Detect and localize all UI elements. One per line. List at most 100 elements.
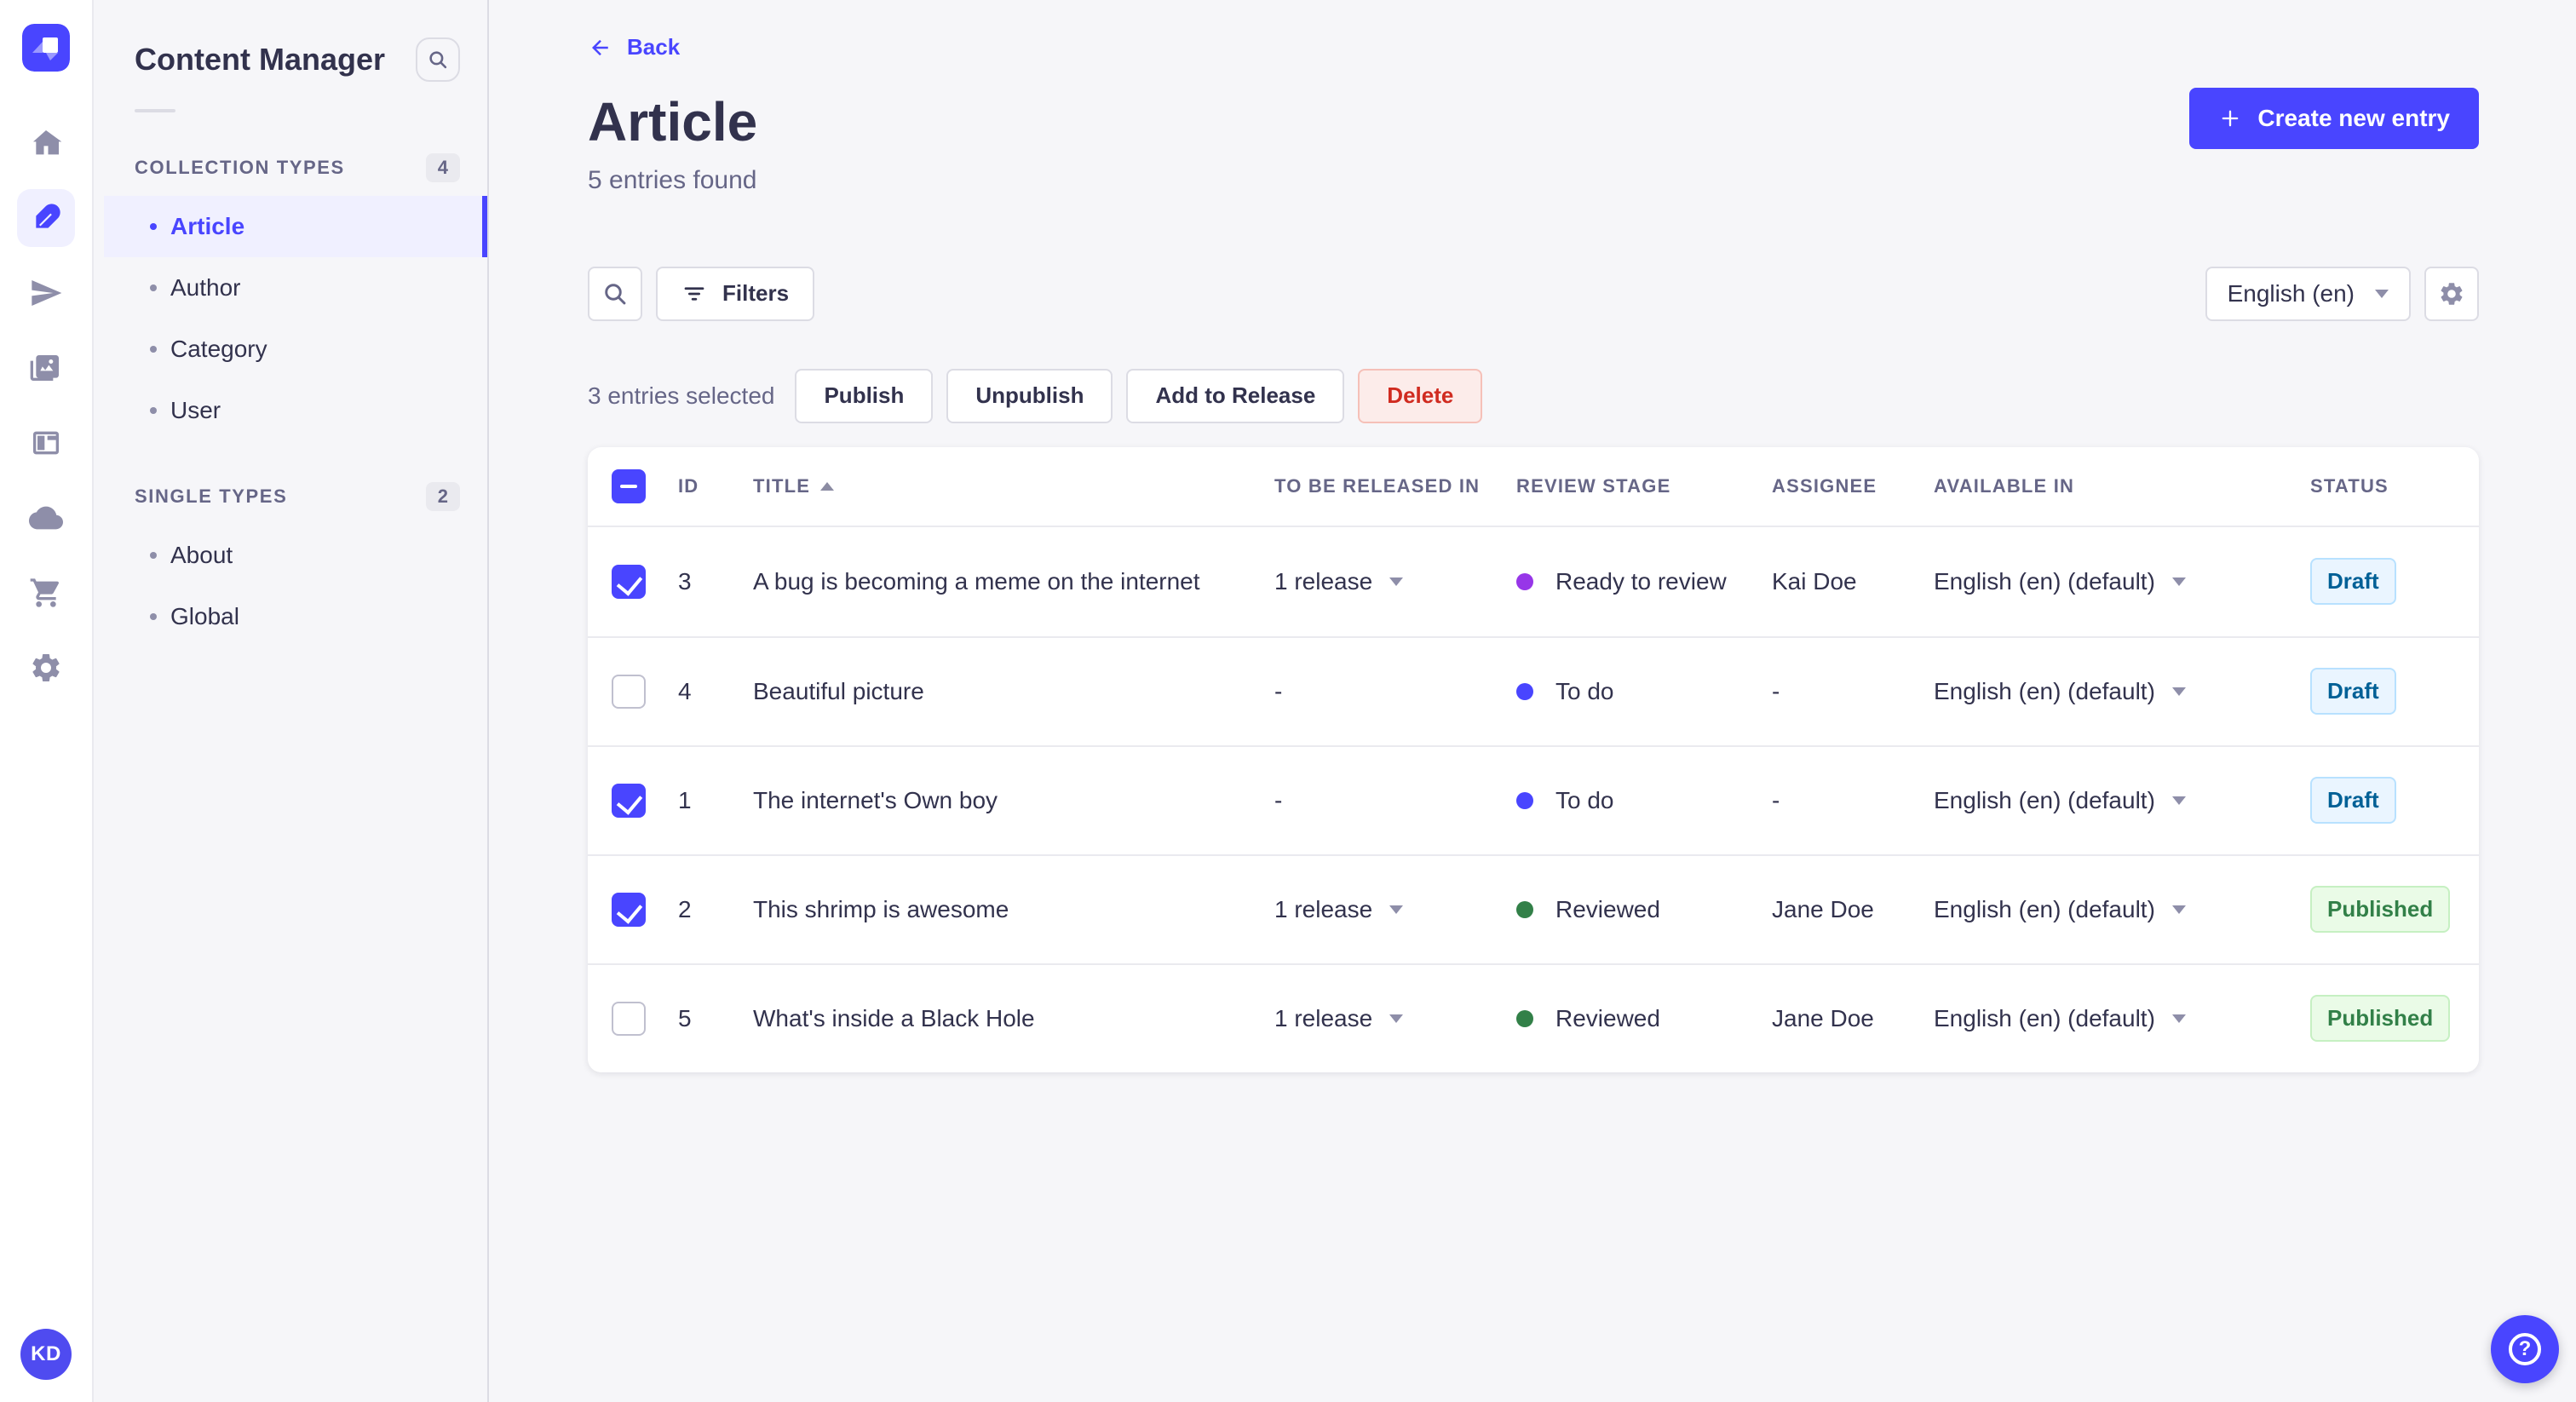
cell-assignee: Jane Doe (1772, 1004, 1874, 1031)
divider (135, 109, 175, 112)
cell-review-stage: Reviewed (1516, 896, 1772, 923)
cell-review-stage: Reviewed (1516, 1005, 1772, 1032)
sidebar-item-about[interactable]: About (104, 525, 487, 586)
filters-label: Filters (722, 280, 790, 306)
cell-id: 2 (678, 895, 692, 922)
cell-releases[interactable]: 1 release (1274, 896, 1516, 923)
status-badge: Draft (2310, 777, 2396, 824)
cell-assignee: - (1772, 786, 1780, 813)
filter-icon (684, 286, 704, 301)
content-type-builder-icon[interactable] (9, 405, 83, 480)
filters-button[interactable]: Filters (656, 266, 815, 321)
home-icon[interactable] (9, 106, 83, 181)
chevron-down-icon (1389, 577, 1404, 586)
column-header-available-in[interactable]: AVAILABLE IN (1934, 474, 2075, 497)
cell-available-in[interactable]: English (en) (default) (1934, 1005, 2310, 1032)
row-checkbox[interactable] (612, 564, 646, 599)
publish-button[interactable]: Publish (795, 368, 934, 423)
table-row[interactable]: 5 What's inside a Black Hole 1 release R… (588, 962, 2479, 1072)
stage-dot-icon (1516, 572, 1533, 590)
select-all-checkbox[interactable] (612, 468, 646, 503)
row-checkbox[interactable] (612, 674, 646, 709)
unpublish-button[interactable]: Unpublish (946, 368, 1113, 423)
cell-releases[interactable]: - (1274, 677, 1283, 704)
chevron-down-icon (1389, 1014, 1404, 1023)
cell-available-in[interactable]: English (en) (default) (1934, 787, 2310, 814)
add-to-release-button[interactable]: Add to Release (1126, 368, 1345, 423)
table-body: 3 A bug is becoming a meme on the intern… (588, 526, 2479, 1072)
stage-dot-icon (1516, 900, 1533, 918)
sidebar: Content Manager COLLECTION TYPES 4 Artic… (94, 0, 489, 1402)
single-types-list: About Global (94, 525, 487, 647)
column-header-status[interactable]: STATUS (2310, 474, 2389, 497)
stage-dot-icon (1516, 791, 1533, 809)
column-header-title[interactable]: TITLE (753, 475, 1274, 497)
delete-button[interactable]: Delete (1358, 368, 1483, 423)
cell-id: 5 (678, 1004, 692, 1031)
status-badge: Published (2310, 995, 2451, 1042)
sidebar-search-button[interactable] (416, 37, 460, 82)
cell-available-in[interactable]: English (en) (default) (1934, 896, 2310, 923)
help-button[interactable]: ? (2491, 1315, 2559, 1383)
strapi-logo[interactable] (22, 24, 70, 72)
status-badge: Published (2310, 886, 2451, 933)
cell-assignee: - (1772, 677, 1780, 704)
chevron-down-icon (2171, 687, 2186, 696)
media-library-icon[interactable] (9, 330, 83, 405)
cell-review-stage: Ready to review (1516, 568, 1772, 595)
view-settings-button[interactable] (2424, 266, 2479, 321)
sidebar-item-user[interactable]: User (104, 380, 487, 441)
cell-title: A bug is becoming a meme on the internet (753, 567, 1200, 595)
cell-review-stage: To do (1516, 678, 1772, 705)
locale-select[interactable]: English (en) (2205, 266, 2411, 321)
cell-title: Beautiful picture (753, 677, 924, 704)
marketplace-icon[interactable] (9, 555, 83, 630)
row-checkbox[interactable] (612, 892, 646, 927)
cell-title: What's inside a Black Hole (753, 1004, 1035, 1031)
search-icon (429, 51, 447, 69)
entries-table: ID TITLE TO BE RELEASED IN REVIEW STAGE … (588, 446, 2479, 1072)
cloud-icon[interactable] (9, 480, 83, 555)
user-avatar[interactable]: KD (20, 1329, 72, 1380)
entries-count-subtitle: 5 entries found (588, 165, 757, 194)
cell-assignee: Jane Doe (1772, 895, 1874, 922)
column-header-to-be-released-in[interactable]: TO BE RELEASED IN (1274, 474, 1481, 497)
create-button-label: Create new entry (2257, 104, 2450, 131)
create-new-entry-button[interactable]: Create new entry (2189, 87, 2479, 149)
sidebar-item-author[interactable]: Author (104, 257, 487, 319)
column-header-id[interactable]: ID (678, 474, 699, 497)
chevron-down-icon (2375, 289, 2389, 298)
table-row[interactable]: 1 The internet's Own boy - To do - Engli… (588, 744, 2479, 854)
settings-icon[interactable] (9, 630, 83, 705)
table-row[interactable]: 4 Beautiful picture - To do - English (e… (588, 635, 2479, 745)
chevron-down-icon (1389, 905, 1404, 914)
cell-releases[interactable]: 1 release (1274, 568, 1516, 595)
releases-icon[interactable] (9, 256, 83, 330)
cell-releases[interactable]: - (1274, 786, 1283, 813)
question-mark-icon: ? (2509, 1333, 2541, 1365)
cell-available-in[interactable]: English (en) (default) (1934, 678, 2310, 705)
gear-icon (2441, 282, 2463, 305)
column-header-title-label: TITLE (753, 474, 811, 497)
table-row[interactable]: 2 This shrimp is awesome 1 release Revie… (588, 853, 2479, 963)
column-header-review-stage[interactable]: REVIEW STAGE (1516, 474, 1671, 497)
column-header-assignee[interactable]: ASSIGNEE (1772, 474, 1877, 497)
sidebar-item-category[interactable]: Category (104, 319, 487, 380)
sidebar-item-article[interactable]: Article (104, 196, 487, 257)
row-checkbox[interactable] (612, 783, 646, 818)
cell-available-in[interactable]: English (en) (default) (1934, 568, 2310, 595)
table-search-button[interactable] (588, 266, 642, 321)
chevron-down-icon (2171, 577, 2186, 586)
content-manager-icon[interactable] (9, 181, 83, 256)
single-types-count: 2 (425, 482, 460, 511)
back-link[interactable]: Back (588, 34, 680, 60)
status-badge: Draft (2310, 668, 2396, 715)
entries-selected-text: 3 entries selected (588, 382, 775, 409)
row-checkbox[interactable] (612, 1001, 646, 1036)
table-row[interactable]: 3 A bug is becoming a meme on the intern… (588, 526, 2479, 636)
page-title: Article (588, 90, 758, 152)
collection-types-count: 4 (425, 153, 460, 182)
stage-dot-icon (1516, 682, 1533, 700)
sidebar-item-global[interactable]: Global (104, 586, 487, 647)
cell-releases[interactable]: 1 release (1274, 1005, 1516, 1032)
